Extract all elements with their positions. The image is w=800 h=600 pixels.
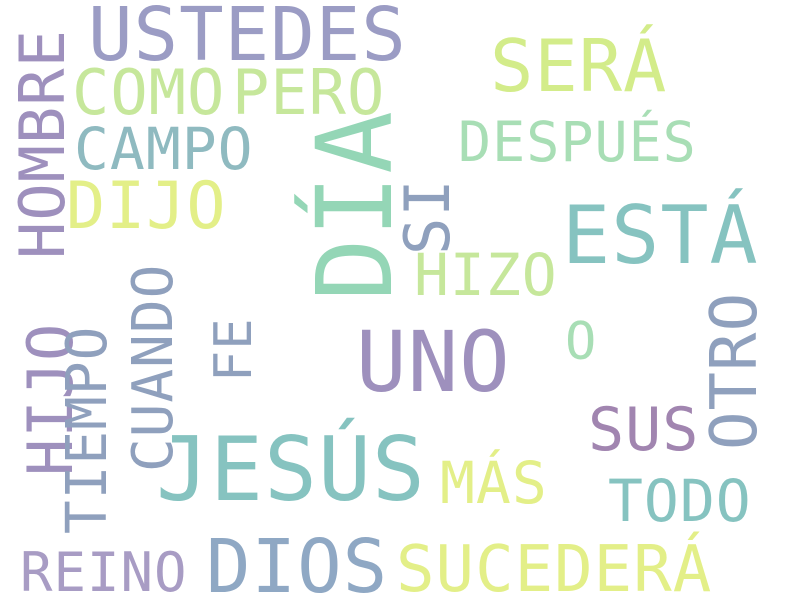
word-campo: CAMPO bbox=[74, 115, 254, 183]
word-hombre: HOMBRE bbox=[6, 29, 79, 259]
word-hizo: HIZO bbox=[414, 241, 558, 309]
word-mas: MÁS bbox=[440, 449, 548, 517]
word-ustedes: USTEDES bbox=[88, 0, 407, 78]
word-despues: DESPUÉS bbox=[458, 110, 697, 174]
word-o: O bbox=[565, 312, 598, 372]
word-otro: OTRO bbox=[698, 291, 772, 450]
word-cuando: CUANDO bbox=[121, 263, 186, 472]
word-dios: DIOS bbox=[206, 524, 389, 600]
word-sus: SUS bbox=[588, 395, 700, 465]
word-esta: ESTÁ bbox=[562, 189, 759, 282]
word-todo: TODO bbox=[608, 467, 752, 535]
word-uno: UNO bbox=[356, 313, 511, 411]
word-jesus: JESÚS bbox=[156, 418, 426, 521]
word-sucedera: SUCEDERÁ bbox=[396, 533, 713, 600]
word-sera: SERÁ bbox=[490, 24, 668, 108]
word-si: SI bbox=[391, 178, 464, 255]
word-reino: REINO bbox=[20, 541, 188, 600]
word-fe: FE bbox=[204, 317, 264, 382]
word-dijo: DIJO bbox=[66, 169, 227, 244]
word-como: COMO bbox=[72, 56, 226, 129]
word-tiempo: TIEMPO bbox=[55, 325, 120, 534]
word-pero: PERO bbox=[232, 56, 386, 129]
